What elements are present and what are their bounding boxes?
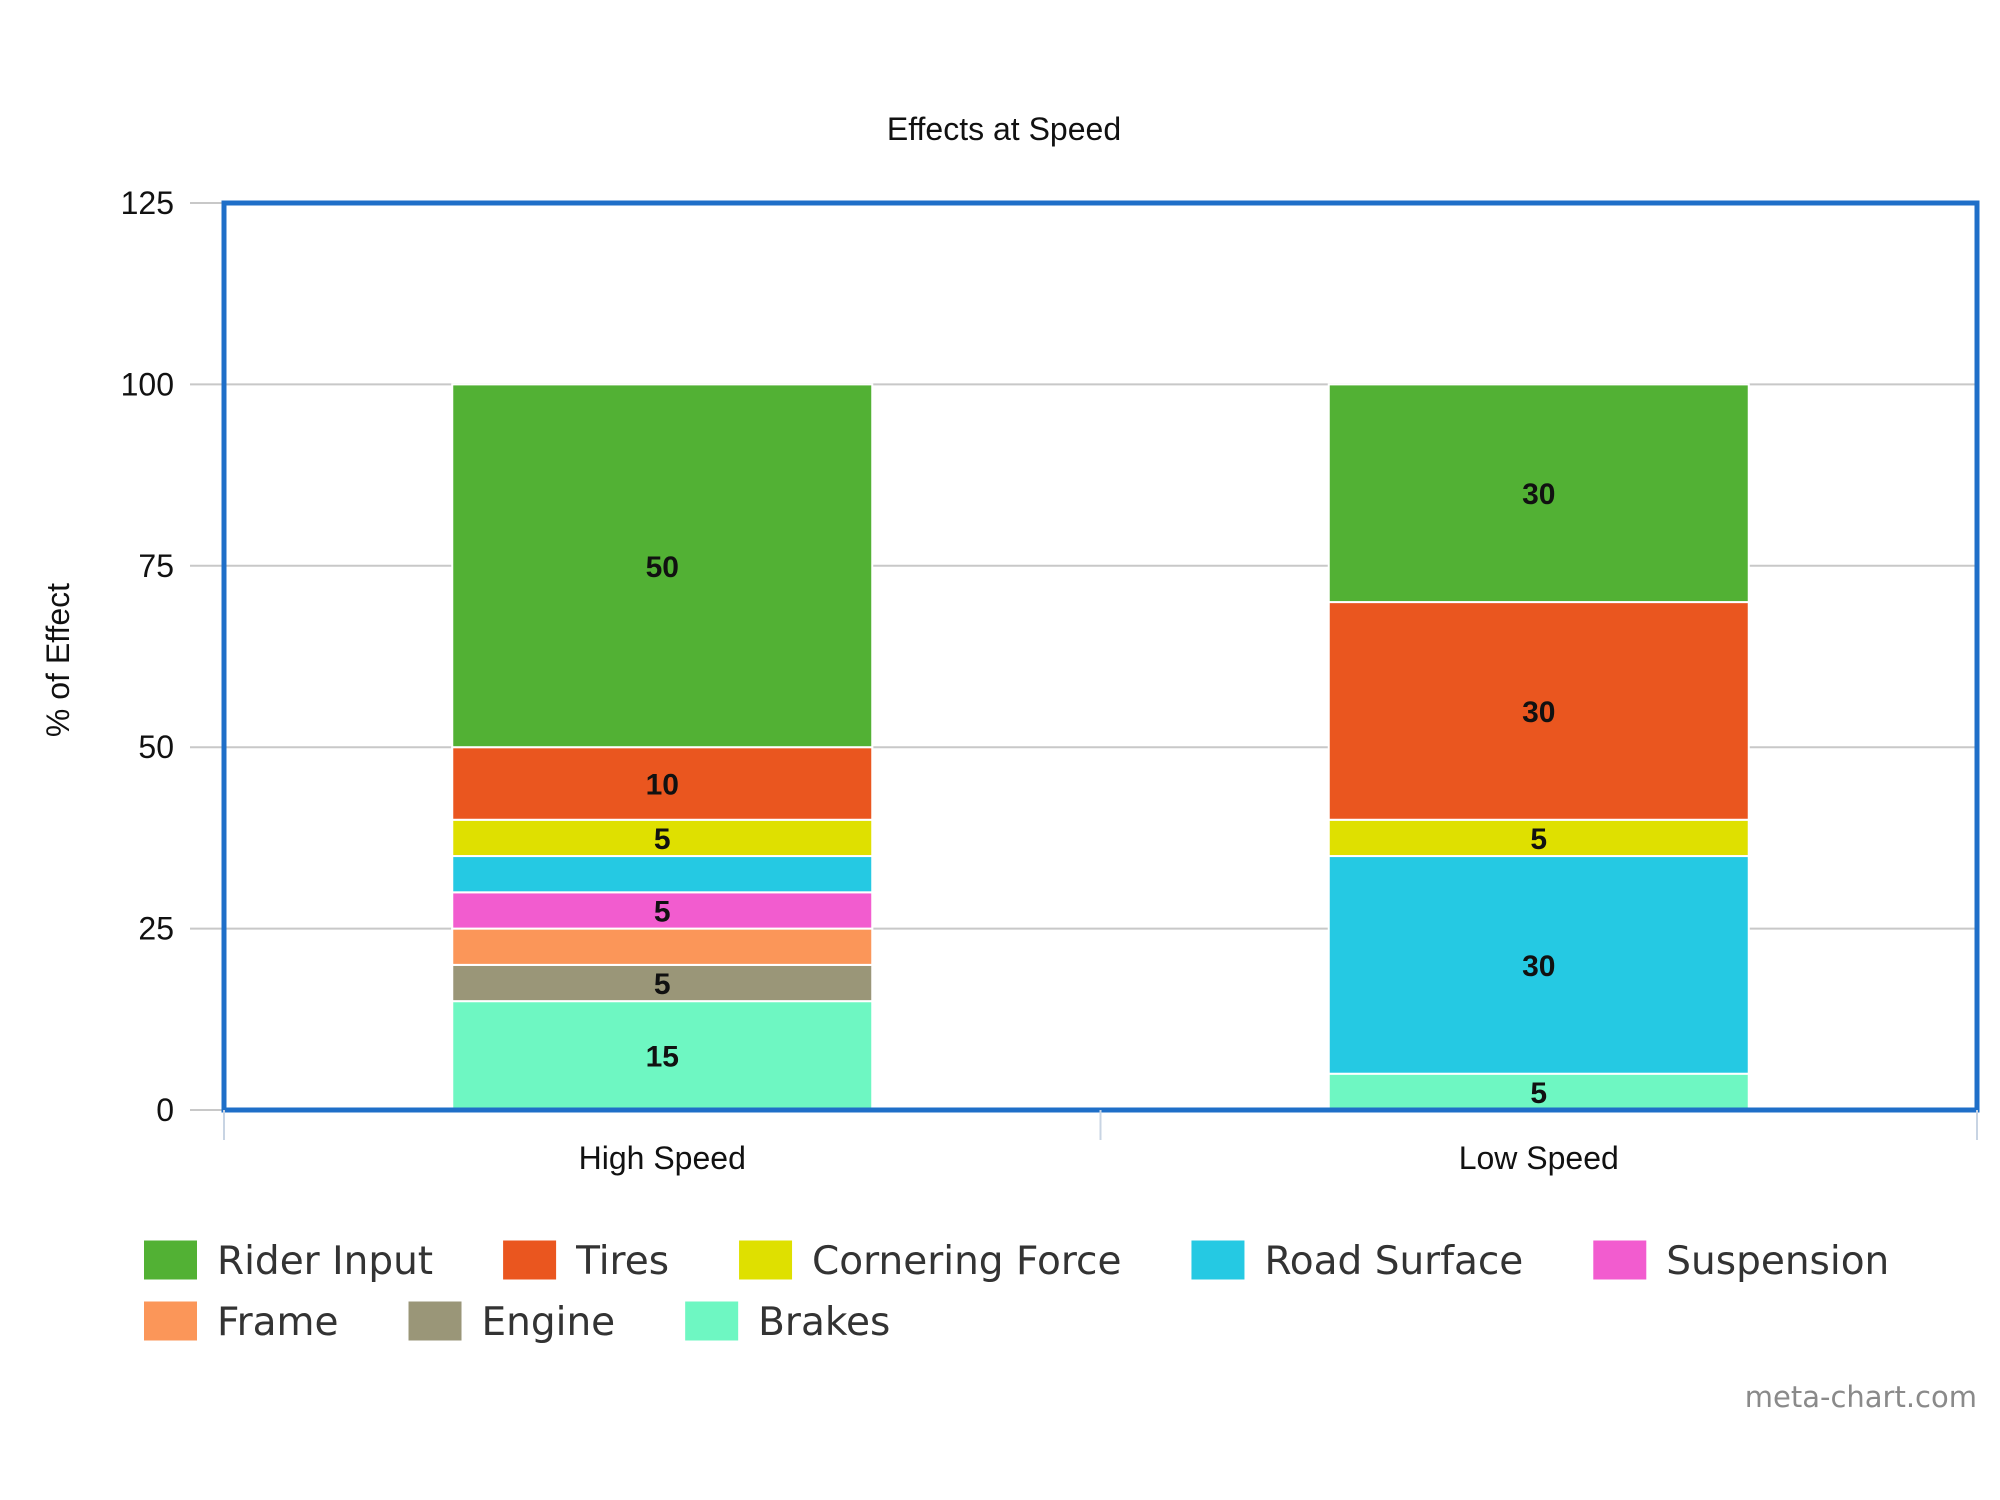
data-label: 5 — [654, 968, 671, 1001]
y-tick-label: 100 — [121, 366, 174, 402]
legend-label: Rider Input — [217, 1239, 433, 1284]
legend-swatch — [408, 1301, 462, 1341]
data-label: 50 — [646, 551, 679, 584]
legend-label: Engine — [482, 1300, 616, 1345]
bar-segment — [451, 383, 874, 749]
bar-segment — [1327, 818, 1750, 858]
legend-label: Brakes — [758, 1300, 890, 1345]
legend-swatch — [144, 1240, 197, 1280]
data-label: 5 — [654, 823, 671, 856]
bar-segment — [451, 927, 874, 966]
y-tick-label: 75 — [138, 548, 174, 584]
data-label: 5 — [654, 895, 671, 928]
data-label: 30 — [1522, 478, 1555, 511]
legend: Rider Input Tires Cornering Force Road Surf… — [144, 1239, 1889, 1345]
y-tick-label: 0 — [156, 1092, 174, 1128]
bar-segment — [451, 818, 874, 858]
bar-segment — [1327, 383, 1750, 604]
x-tick-label: Low Speed — [1459, 1140, 1619, 1176]
data-label: 30 — [1522, 950, 1555, 983]
bar-segment — [451, 963, 874, 1003]
legend-label: Frame — [217, 1300, 339, 1345]
data-labels: 15 5 5 5 10 50 5 30 5 30 30 — [646, 478, 1556, 1110]
credit-text: meta-chart.com — [1745, 1380, 1977, 1414]
bar-segment — [1327, 855, 1750, 1075]
data-label: 15 — [646, 1041, 679, 1074]
y-tick-label: 125 — [121, 185, 174, 221]
y-tick-label: 50 — [138, 729, 174, 765]
legend-label: Tires — [575, 1239, 669, 1284]
bars — [451, 383, 1750, 1111]
data-label: 10 — [646, 768, 679, 801]
legend-swatch — [144, 1301, 197, 1341]
legend-swatch — [685, 1301, 739, 1341]
data-label: 5 — [1530, 823, 1547, 856]
legend-label: Road Surface — [1264, 1239, 1523, 1284]
legend-swatch — [1191, 1240, 1245, 1280]
bar-segment — [451, 746, 874, 821]
legend-label: Cornering Force — [812, 1239, 1121, 1284]
legend-swatch — [1593, 1240, 1647, 1280]
legend-swatch — [503, 1240, 557, 1280]
x-axis: High Speed Low Speed — [223, 1110, 1978, 1176]
legend-label: Suspension — [1666, 1239, 1889, 1284]
bar-segment — [1327, 601, 1750, 821]
legend-swatch — [739, 1240, 793, 1280]
x-tick-label: High Speed — [579, 1140, 746, 1176]
y-axis-ticks: 0 25 50 75 100 125 — [121, 185, 174, 1128]
y-axis-label: % of Effect — [40, 583, 76, 737]
chart-title: Effects at Speed — [887, 111, 1121, 147]
data-label: 30 — [1522, 696, 1555, 729]
data-label: 5 — [1530, 1077, 1547, 1110]
bar-segment — [451, 855, 874, 894]
y-tick-label: 25 — [138, 911, 174, 947]
